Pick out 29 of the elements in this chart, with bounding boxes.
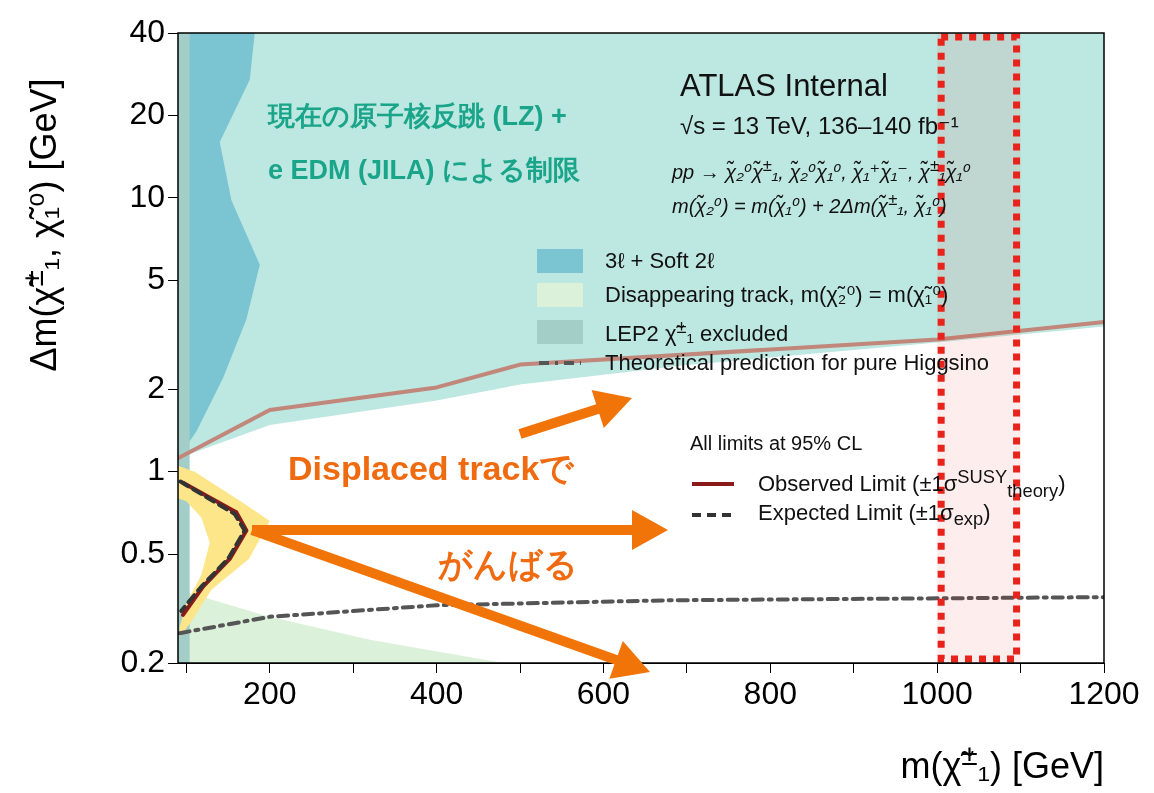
y-tick-label: 2	[147, 369, 165, 406]
legend-label: Theoretical prediction for pure Higgsino	[605, 350, 989, 376]
annotation: Displaced trackで	[288, 448, 575, 489]
x-tick-label: 1000	[901, 675, 973, 712]
annotation: e EDM (JILA) による制限	[268, 154, 581, 187]
x-tick-label: 800	[743, 675, 797, 712]
x-tick-label: 1200	[1068, 675, 1140, 712]
annotation: All limits at 95% CL	[690, 432, 863, 455]
annotation: がんばる	[438, 544, 578, 585]
y-tick-label: 1	[147, 451, 165, 488]
legend-label: Observed Limit (±1σ$^{SUSY}$$_{theory}$)	[758, 466, 1066, 502]
y-tick-label: 20	[129, 95, 165, 132]
y-tick-label: 5	[147, 260, 165, 297]
annotation: pp → χ̃₂⁰χ̃$^{±}$₁, χ̃₂⁰χ̃₁⁰, χ̃₁⁺χ̃₁⁻, χ̃$^{±}$₁χ̃₁⁰	[672, 156, 971, 184]
y-tick-label: 40	[129, 12, 165, 49]
legend-label: Expected Limit (±1σ$_{exp}$)	[758, 500, 991, 531]
legend-label: 3ℓ + Soft 2ℓ	[605, 248, 715, 274]
y-tick-label: 10	[129, 177, 165, 214]
annotation: 現在の原子核反跳 (LZ) +	[268, 100, 567, 133]
annotation: m(χ̃₂⁰) = m(χ̃₁⁰) + 2Δm(χ̃$^{±}$₁, χ̃₁⁰)	[672, 190, 947, 218]
y-tick-label: 0.2	[120, 642, 165, 679]
annotation: ATLAS Internal	[680, 68, 888, 104]
x-tick-label: 600	[576, 675, 631, 712]
y-tick-label: 0.5	[120, 533, 165, 570]
x-tick-label: 400	[409, 675, 464, 712]
legend-label: Disappearing track, m(χ̃₂⁰) = m(χ̃₁⁰)	[605, 282, 949, 308]
legend-label: LEP2 χ̃$^{±}$₁ excluded	[605, 316, 789, 348]
annotation: √s = 13 TeV, 136–140 fb⁻¹	[680, 112, 959, 140]
x-tick-label: 200	[243, 675, 297, 712]
